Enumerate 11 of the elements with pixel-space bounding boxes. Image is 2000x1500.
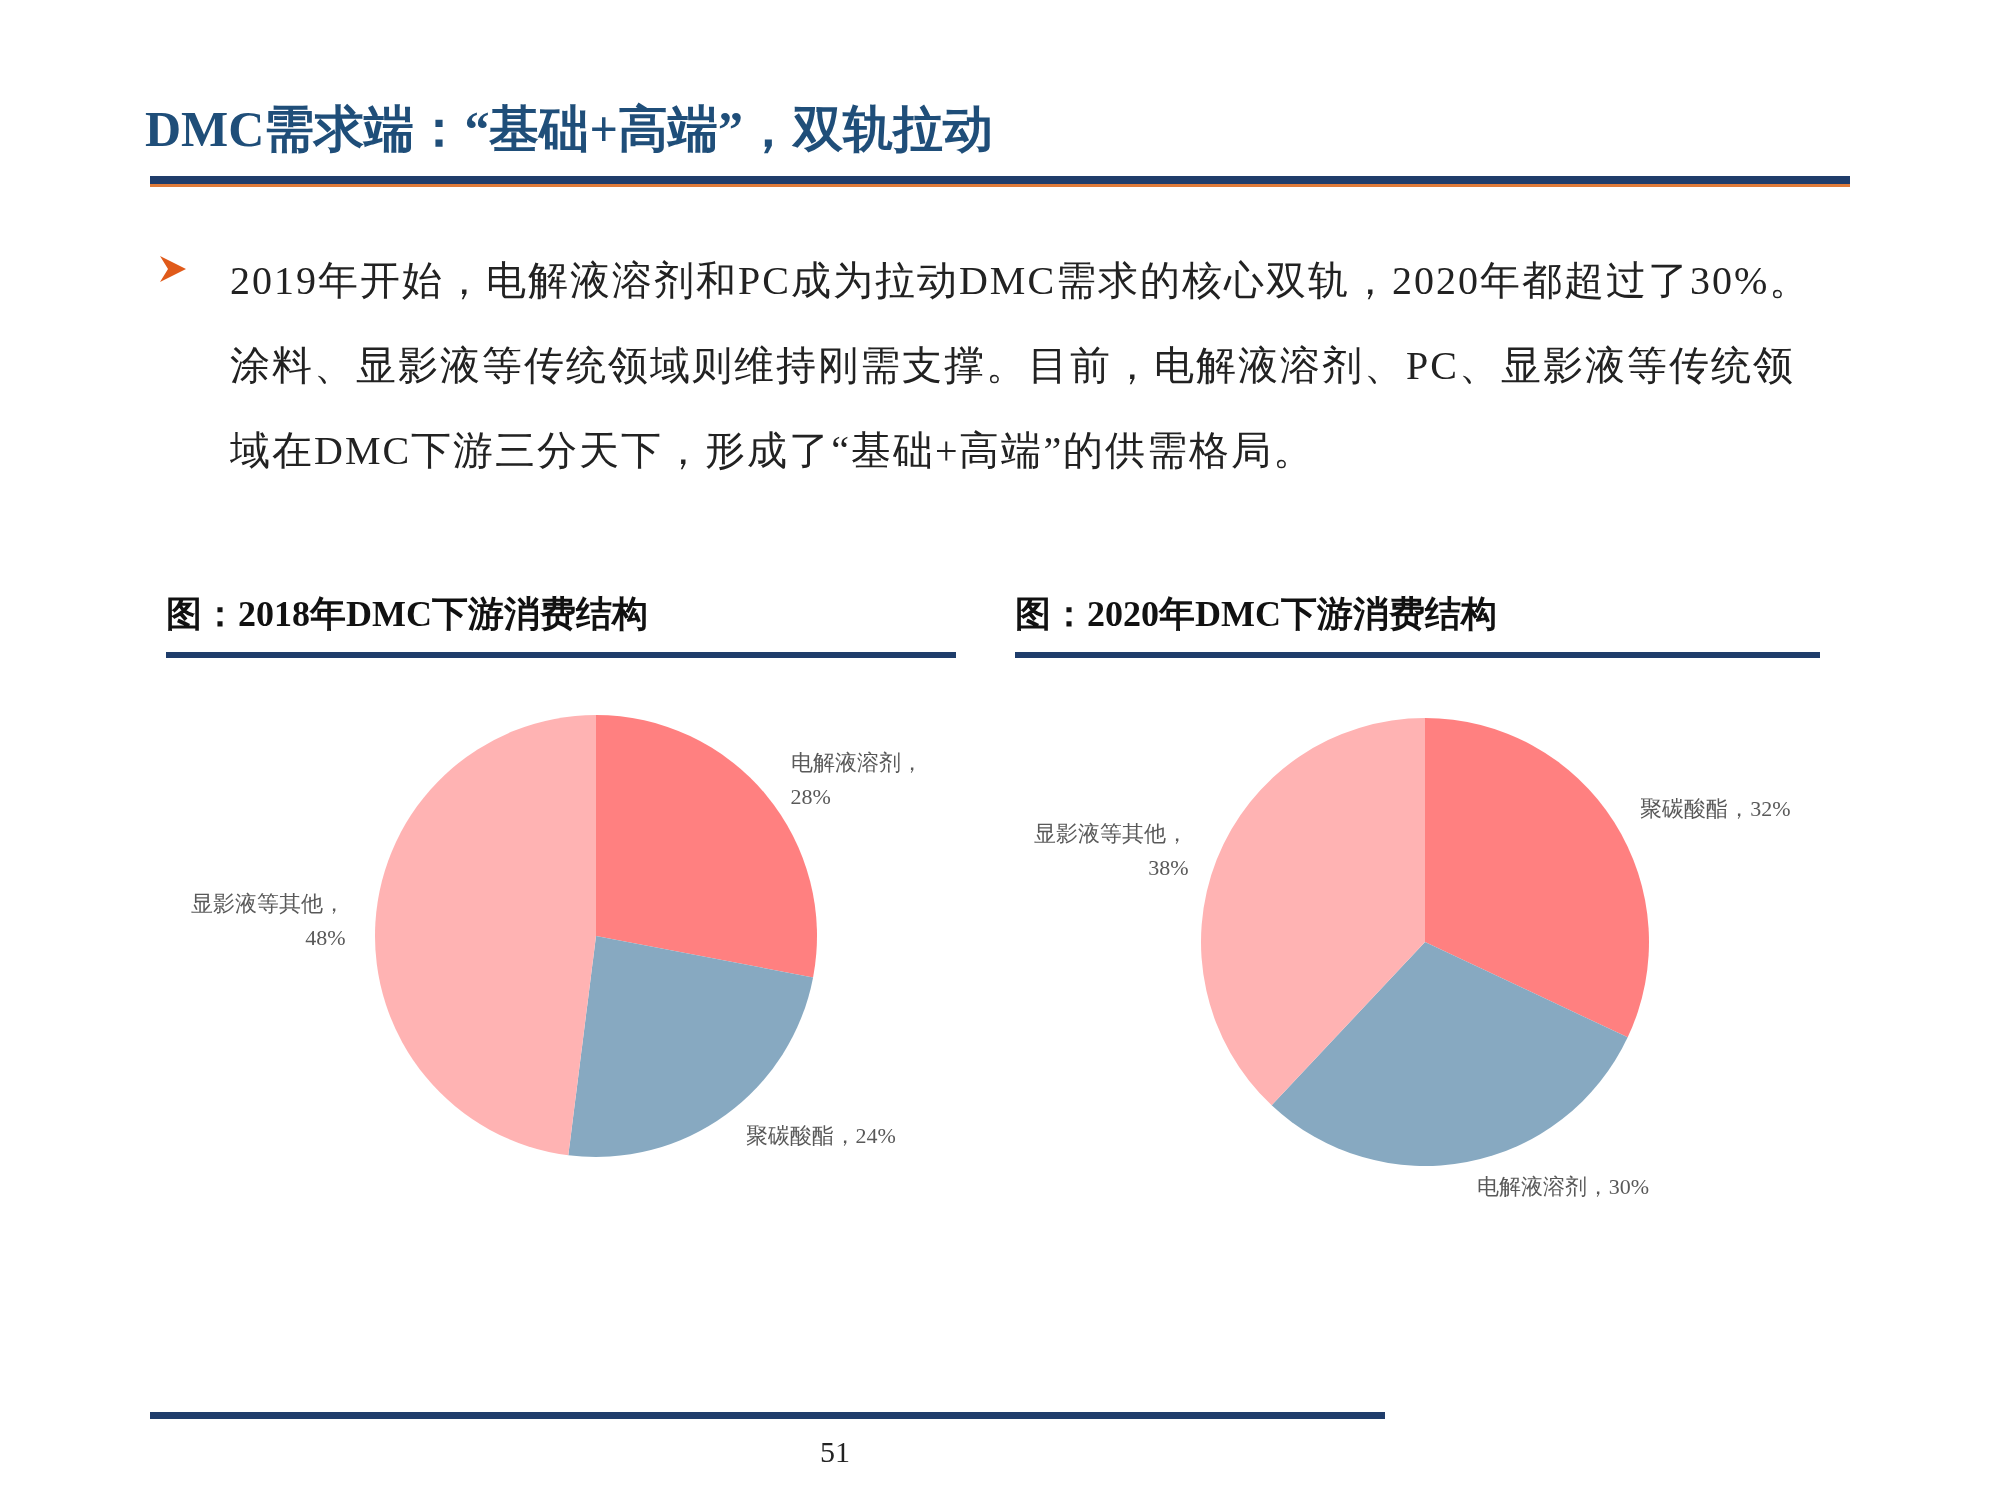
slice-label: 聚碳酸酯，32%: [1640, 796, 1791, 822]
slice-label: 显影液等其他，38%: [1034, 820, 1189, 880]
slice-label: 电解液溶剂，28%: [790, 749, 923, 809]
text: DMC需求端：“基础+高端”，双轨拉动: [145, 100, 993, 159]
text: 2019年开始，电解液溶剂和PC成为拉动DMC需求的核心双轨，2020年都超过了30%。涂料、显影液等传统领域则维持刚需支撑。目前，电解液溶剂、PC、显影液等传统领域在DMC下游三分天下，形成了“基础+高端”的供需格局。: [230, 257, 1813, 475]
chart-title: 图：2018年DMC下游消费结构: [166, 593, 649, 636]
slice-label: 电解液溶剂，30%: [1476, 1174, 1649, 1200]
slice-label: 显影液等其他，48%: [191, 891, 346, 951]
slice-label: 聚碳酸酯，24%: [745, 1122, 896, 1148]
chart-title: 图：2020年DMC下游消费结构: [1015, 593, 1498, 636]
text: 51: [820, 1435, 850, 1469]
